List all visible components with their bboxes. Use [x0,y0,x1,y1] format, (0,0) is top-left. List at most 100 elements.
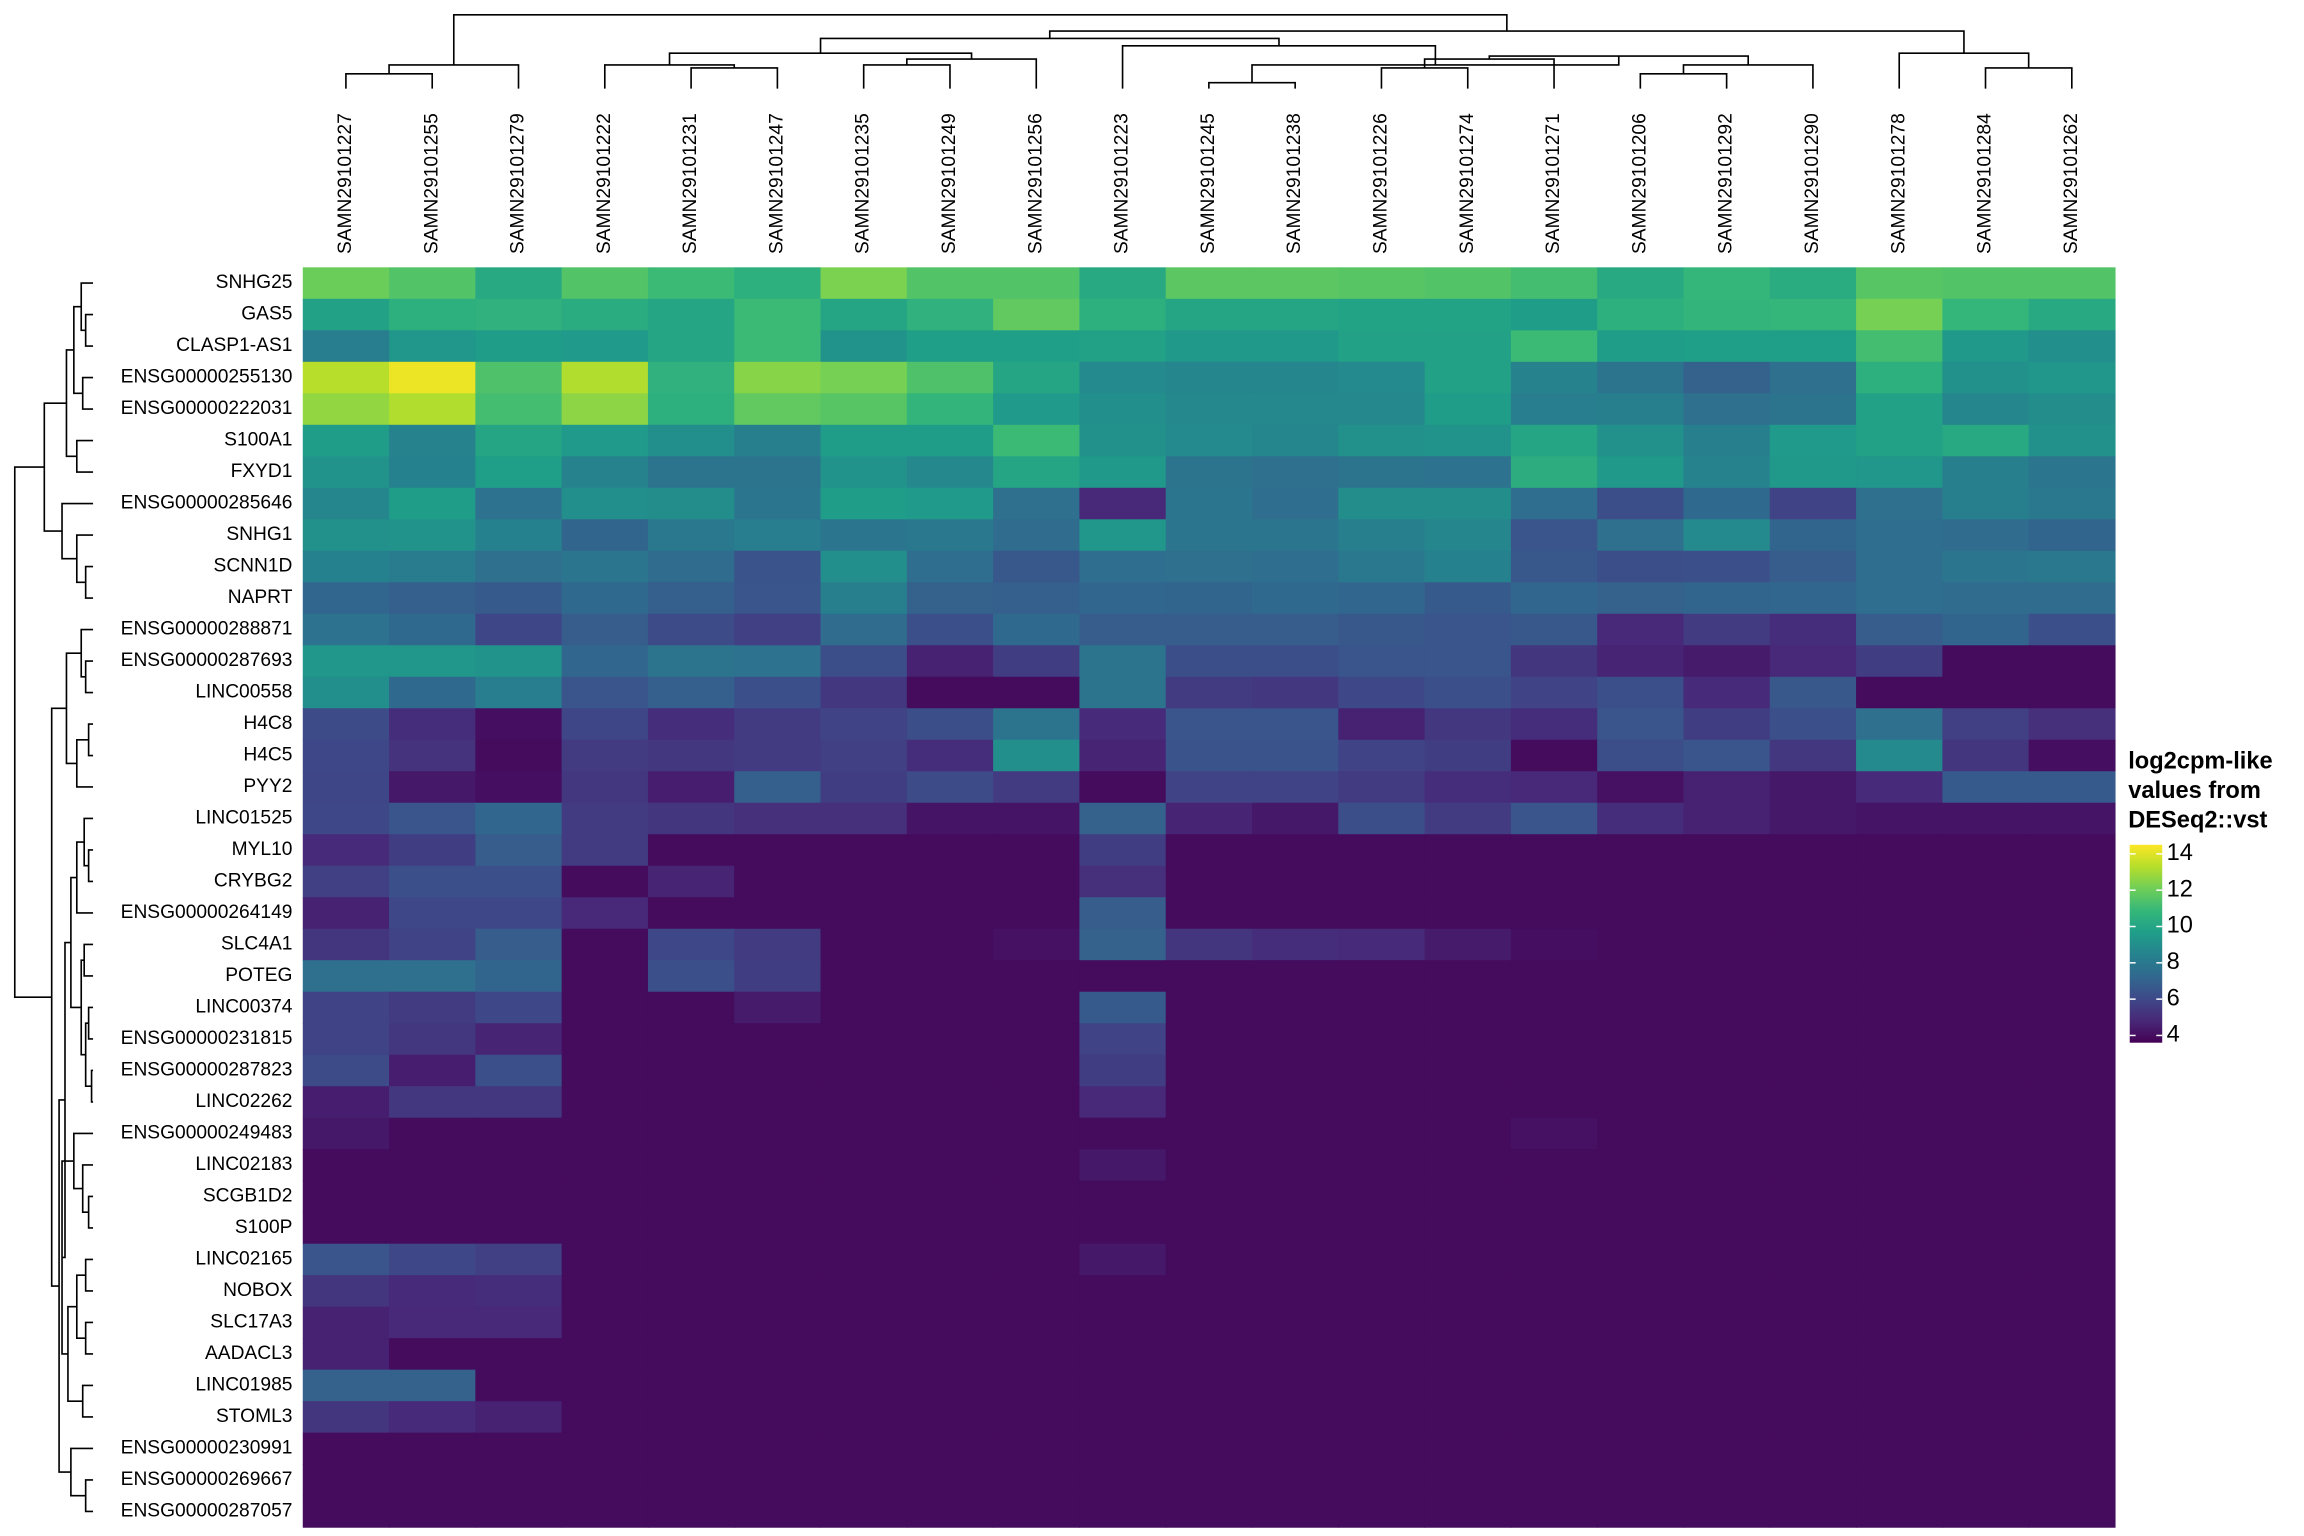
heatmap-cell [906,1180,994,1213]
heatmap-cell [1769,834,1857,867]
row-label: LINC02183 [195,1154,292,1175]
row-dendrogram [13,282,94,1513]
heatmap-cell [734,1338,822,1371]
heatmap-cell [1856,1432,1943,1465]
heatmap-cell [906,1338,994,1371]
heatmap-cell [1769,1338,1857,1371]
heatmap-cell [1683,613,1771,646]
heatmap-cell [1079,1432,1167,1465]
heatmap-cell [1079,582,1167,615]
heatmap-cell [1252,1212,1339,1245]
heatmap-cell [475,424,563,457]
heatmap-cell [1769,865,1857,898]
row-label: CLASP1-AS1 [176,335,292,356]
heatmap-cell [1510,550,1598,583]
heatmap-cell [1165,834,1253,867]
heatmap-cell [1165,1023,1253,1056]
row-label: MYL10 [232,839,293,860]
heatmap-cell [993,865,1081,898]
heatmap-cell [734,1369,822,1402]
heatmap-cell [1424,1306,1512,1339]
heatmap-cell [820,1401,908,1434]
heatmap-cell [561,1212,649,1245]
heatmap-cell [302,802,390,835]
heatmap-cell [1597,1464,1685,1497]
heatmap-cell [993,1306,1081,1339]
heatmap-cell [906,802,994,835]
heatmap-cell [734,960,822,993]
heatmap-cell [389,991,476,1024]
row-label: ENSG00000287693 [121,650,293,671]
heatmap-cell [1856,361,1943,394]
heatmap-cell [389,330,476,363]
heatmap-cell [647,739,735,772]
heatmap-cell [1510,1306,1598,1339]
heatmap-cell [1079,708,1167,741]
heatmap-cell [1165,1086,1253,1119]
heatmap-cell [993,991,1081,1024]
heatmap-cell [906,771,994,804]
heatmap-cell [647,708,735,741]
heatmap-cell [647,865,735,898]
heatmap-cell [734,1306,822,1339]
heatmap-cell [1856,676,1943,709]
heatmap-cell [1856,613,1943,646]
heatmap-cell [734,1495,822,1528]
legend-title: log2cpm-like [2128,748,2272,774]
heatmap-cell [993,1432,1081,1465]
heatmap-cell [475,1275,563,1308]
colorbar-tick-label: 12 [2167,876,2193,902]
heatmap-cell [1424,960,1512,993]
heatmap-cell [820,865,908,898]
heatmap-cell [647,361,735,394]
heatmap-cell [475,1054,563,1087]
heatmap-cell [820,424,908,457]
heatmap-cell [2028,298,2116,331]
heatmap-cell [475,645,563,678]
heatmap-cell [820,897,908,930]
heatmap-cell [734,1117,822,1150]
heatmap-cell [1424,771,1512,804]
heatmap-cell [1338,834,1426,867]
heatmap-cell [302,487,390,520]
heatmap-cell [1683,676,1771,709]
heatmap-cell [1856,1369,1943,1402]
heatmap-cell [734,1401,822,1434]
heatmap-cell [1597,424,1685,457]
column-label: SAMN29101247 [766,113,787,254]
heatmap-cell [1510,298,1598,331]
heatmap-cell [302,739,390,772]
heatmap-cell [1424,1054,1512,1087]
heatmap-cell [1856,582,1943,615]
heatmap-cell [1942,456,2030,489]
heatmap-cell [1683,582,1771,615]
heatmap-cell [1856,991,1943,1024]
heatmap-cell [389,613,476,646]
heatmap-cell [647,519,735,552]
heatmap-cell [302,928,390,961]
heatmap-cell [1942,1369,2030,1402]
heatmap-cell [2028,1023,2116,1056]
heatmap-cell [1424,1401,1512,1434]
heatmap-cell [993,771,1081,804]
heatmap-cell [2028,1180,2116,1213]
row-label: LINC02262 [195,1091,292,1112]
heatmap-cell [1079,771,1167,804]
heatmap-cell [1597,739,1685,772]
heatmap-cell [734,897,822,930]
heatmap-cell [647,550,735,583]
heatmap-cell [1597,1495,1685,1528]
colorbar-tick-label: 4 [2167,1022,2180,1048]
heatmap-cell [1856,456,1943,489]
heatmap-cell [1597,330,1685,363]
heatmap-cell [2028,645,2116,678]
heatmap-cell [993,1212,1081,1245]
heatmap-cell [647,1023,735,1056]
heatmap-cell [993,361,1081,394]
heatmap-cell [1510,330,1598,363]
heatmap-cell [1942,802,2030,835]
heatmap-cell [1252,487,1339,520]
heatmap-cell [1683,456,1771,489]
heatmap-cell [1942,1086,2030,1119]
